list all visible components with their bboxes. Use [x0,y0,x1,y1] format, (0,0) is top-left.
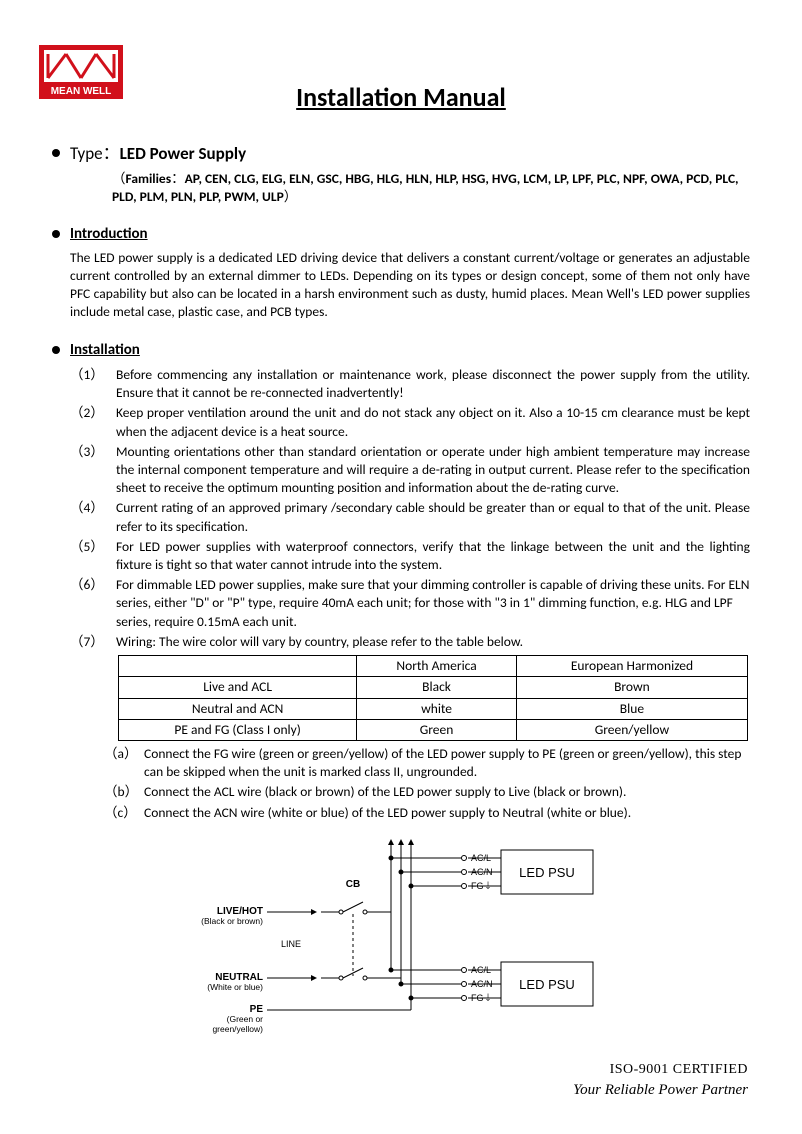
neutral-sub: (White or blue) [207,982,263,992]
item-num: （7） [70,633,116,651]
line-label: LINE [281,939,301,949]
families-sep: ： [171,170,185,187]
item-text: Wiring: The wire color will vary by coun… [116,633,750,651]
sub-item: （a）Connect the FG wire (green or green/y… [104,745,750,781]
table-cell: Blue [516,698,747,719]
item-num: （1） [70,366,116,402]
page-title: Installation Manual [52,80,750,115]
item-text: For dimmable LED power supplies, make su… [116,576,750,631]
intro-text: The LED power supply is a dedicated LED … [70,249,750,322]
sub-item: （c）Connect the ACN wire (white or blue) … [104,804,750,822]
page-footer: ISO-9001 CERTIFIED Your Reliable Power P… [573,1061,748,1100]
bullet-icon [52,230,60,238]
install-item: （2）Keep proper ventilation around the un… [70,404,750,440]
wiring-diagram: LIVE/HOT (Black or brown) LINE NEUTRAL (… [52,832,750,1052]
paren-close: ） [284,188,298,205]
install-item: （7）Wiring: The wire color will vary by c… [70,633,750,651]
bullet-icon [52,346,60,354]
table-cell: Live and ACL [119,677,357,698]
table-cell: Black [357,677,517,698]
families-list: AP, CEN, CLG, ELG, ELN, GSC, HBG, HLG, H… [112,170,739,205]
psu-label-1: LED PSU [519,865,575,880]
sub-text: Connect the ACL wire (black or brown) of… [144,783,750,801]
families-label: Families [126,170,172,187]
item-text: Current rating of an approved primary /s… [116,499,750,535]
item-num: （5） [70,538,116,574]
wiring-table: North America European Harmonized Live a… [118,655,748,741]
live-sub: (Black or brown) [201,916,263,926]
install-heading: Installation [70,340,140,360]
cb-label: CB [346,879,360,890]
table-cell: Green/yellow [516,719,747,740]
install-item: （5）For LED power supplies with waterproo… [70,538,750,574]
bullet-icon [52,149,60,157]
install-item: （3）Mounting orientations other than stan… [70,443,750,498]
item-num: （6） [70,576,116,631]
item-text: Keep proper ventilation around the unit … [116,404,750,440]
table-cell: PE and FG (Class I only) [119,719,357,740]
sub-item: （b）Connect the ACL wire (black or brown)… [104,783,750,801]
table-cell: North America [357,656,517,677]
type-value: LED Power Supply [120,143,247,164]
install-list: （1）Before commencing any installation or… [70,366,750,822]
families-line: （Families：AP, CEN, CLG, ELG, ELN, GSC, H… [112,170,750,206]
item-text: Mounting orientations other than standar… [116,443,750,498]
wiring-sub-list: （a）Connect the FG wire (green or green/y… [104,745,750,822]
table-cell: Brown [516,677,747,698]
table-row: North America European Harmonized [119,656,748,677]
item-num: （2） [70,404,116,440]
sub-text: Connect the FG wire (green or green/yell… [144,745,750,781]
tagline: Your Reliable Power Partner [573,1080,748,1100]
install-item: （1）Before commencing any installation or… [70,366,750,402]
table-cell: Neutral and ACN [119,698,357,719]
pe-sub: (Green or [227,1014,264,1024]
item-num: （4） [70,499,116,535]
mean-well-logo: MEAN WELL [38,44,124,100]
type-section: Type：LED Power Supply [52,143,750,166]
intro-heading-row: Introduction [52,224,750,244]
logo-subtext: MEAN WELL [51,86,112,97]
sub-label: （a） [104,745,144,781]
table-cell [119,656,357,677]
item-text: Before commencing any installation or ma… [116,366,750,402]
type-sep: ： [103,143,120,164]
item-text: For LED power supplies with waterproof c… [116,538,750,574]
psu-label-2: LED PSU [519,977,575,992]
install-heading-row: Installation [52,340,750,360]
install-item: （4）Current rating of an approved primary… [70,499,750,535]
table-row: Live and ACL Black Brown [119,677,748,698]
iso-cert: ISO-9001 CERTIFIED [573,1061,748,1080]
intro-heading: Introduction [70,224,148,244]
install-item: （6）For dimmable LED power supplies, make… [70,576,750,631]
type-label: Type [70,143,103,164]
sub-label: （c） [104,804,144,822]
sub-label: （b） [104,783,144,801]
table-row: PE and FG (Class I only) Green Green/yel… [119,719,748,740]
item-num: （3） [70,443,116,498]
svg-text:green/yellow): green/yellow) [212,1024,263,1034]
table-cell: European Harmonized [516,656,747,677]
paren-open: （ [112,170,126,187]
table-cell: white [357,698,517,719]
table-row: Neutral and ACN white Blue [119,698,748,719]
table-cell: Green [357,719,517,740]
sub-text: Connect the ACN wire (white or blue) of … [144,804,750,822]
